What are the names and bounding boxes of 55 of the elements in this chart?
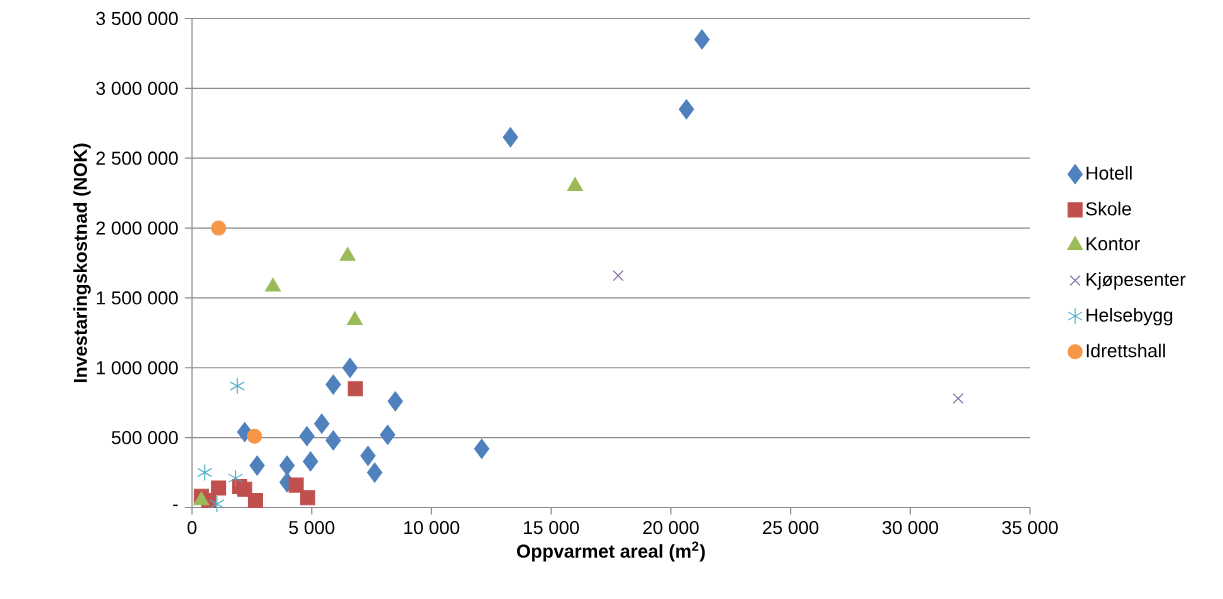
point [197,464,213,482]
point [347,381,363,397]
point [209,495,225,513]
point [342,357,358,378]
y-tick-label: 1 000 000 [96,361,178,375]
point [502,127,519,148]
y-axis-title: Investaringskostnad (NOK) [73,143,91,383]
point [612,270,624,282]
point [474,438,490,459]
point [952,393,964,404]
y-tick-label: - [173,504,178,507]
y-tick-label: 2 500 000 [96,151,178,165]
point [367,462,383,483]
point [229,377,245,395]
point [246,428,263,444]
legend-label: Helsebygg [1086,307,1173,326]
x-axis-title: Oppvarmet areal (m$^{2}$) [517,541,705,562]
point [211,220,227,236]
y-tick-label: 500 000 [111,431,178,445]
x-tick-label: 30 000 [882,520,939,535]
point [249,455,265,476]
point [299,426,315,447]
legend-label: Hotell [1086,166,1132,180]
x-tick-label: 15 000 [524,520,579,535]
x-tick-label: 10 000 [404,520,460,535]
point [314,413,330,434]
point [288,477,304,493]
point [211,480,227,496]
point [694,29,710,50]
x-tick-label: 35 000 [1002,520,1058,535]
point [678,99,695,120]
point [247,492,263,509]
y-tick-label: 3 000 000 [96,81,178,95]
point [360,445,376,466]
legend-label: Skole [1086,201,1132,216]
y-tick-label: 1 500 000 [96,291,178,305]
x-tick-label: 0 [187,520,197,535]
legend-label: Idrettshall [1086,343,1165,358]
point [228,469,244,487]
y-tick-label: 3 500 000 [96,11,178,26]
point [300,490,316,506]
point [279,455,295,476]
x-tick-label: 25 000 [762,520,819,535]
point [325,430,341,451]
point [387,391,403,412]
x-tick-label: 20 000 [643,520,699,535]
point [237,481,253,497]
point [325,374,341,395]
legend-label: Kontor [1086,237,1140,251]
point [302,451,319,472]
point [379,424,396,445]
x-tick-label: 5 000 [289,520,335,535]
y-tick-label: 2 000 000 [96,221,178,235]
point [346,311,363,326]
legend-label: Kjøpesenter [1086,272,1186,290]
